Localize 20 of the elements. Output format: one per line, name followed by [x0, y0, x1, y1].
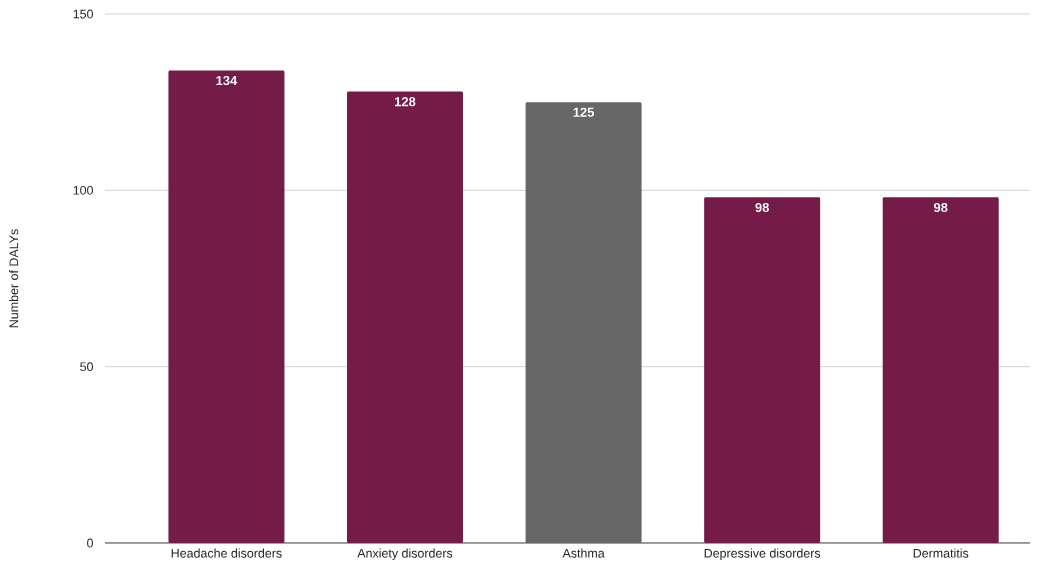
data-label: 125 [573, 107, 595, 117]
bar [525, 102, 642, 543]
y-tick-label: 50 [80, 362, 93, 372]
x-tick-label: Headache disorders [171, 548, 282, 558]
data-label: 98 [933, 202, 948, 213]
y-tick-label: 100 [73, 185, 93, 195]
bar [704, 197, 821, 543]
bar [168, 70, 285, 543]
bar [882, 197, 999, 543]
y-axis-title: Number of DALYs [9, 229, 19, 328]
data-label: 98 [755, 202, 769, 213]
x-tick-label: Depressive disorders [704, 548, 821, 561]
data-label: 134 [216, 75, 238, 86]
x-tick-label: Dermatitis [913, 548, 969, 558]
x-tick-label: Anxiety disorders [357, 548, 453, 561]
bar [347, 91, 464, 543]
y-tick-label: 0 [87, 538, 93, 548]
x-tick-label: Asthma [562, 548, 605, 558]
data-label: 128 [395, 97, 416, 107]
y-tick-label: 150 [73, 9, 93, 19]
